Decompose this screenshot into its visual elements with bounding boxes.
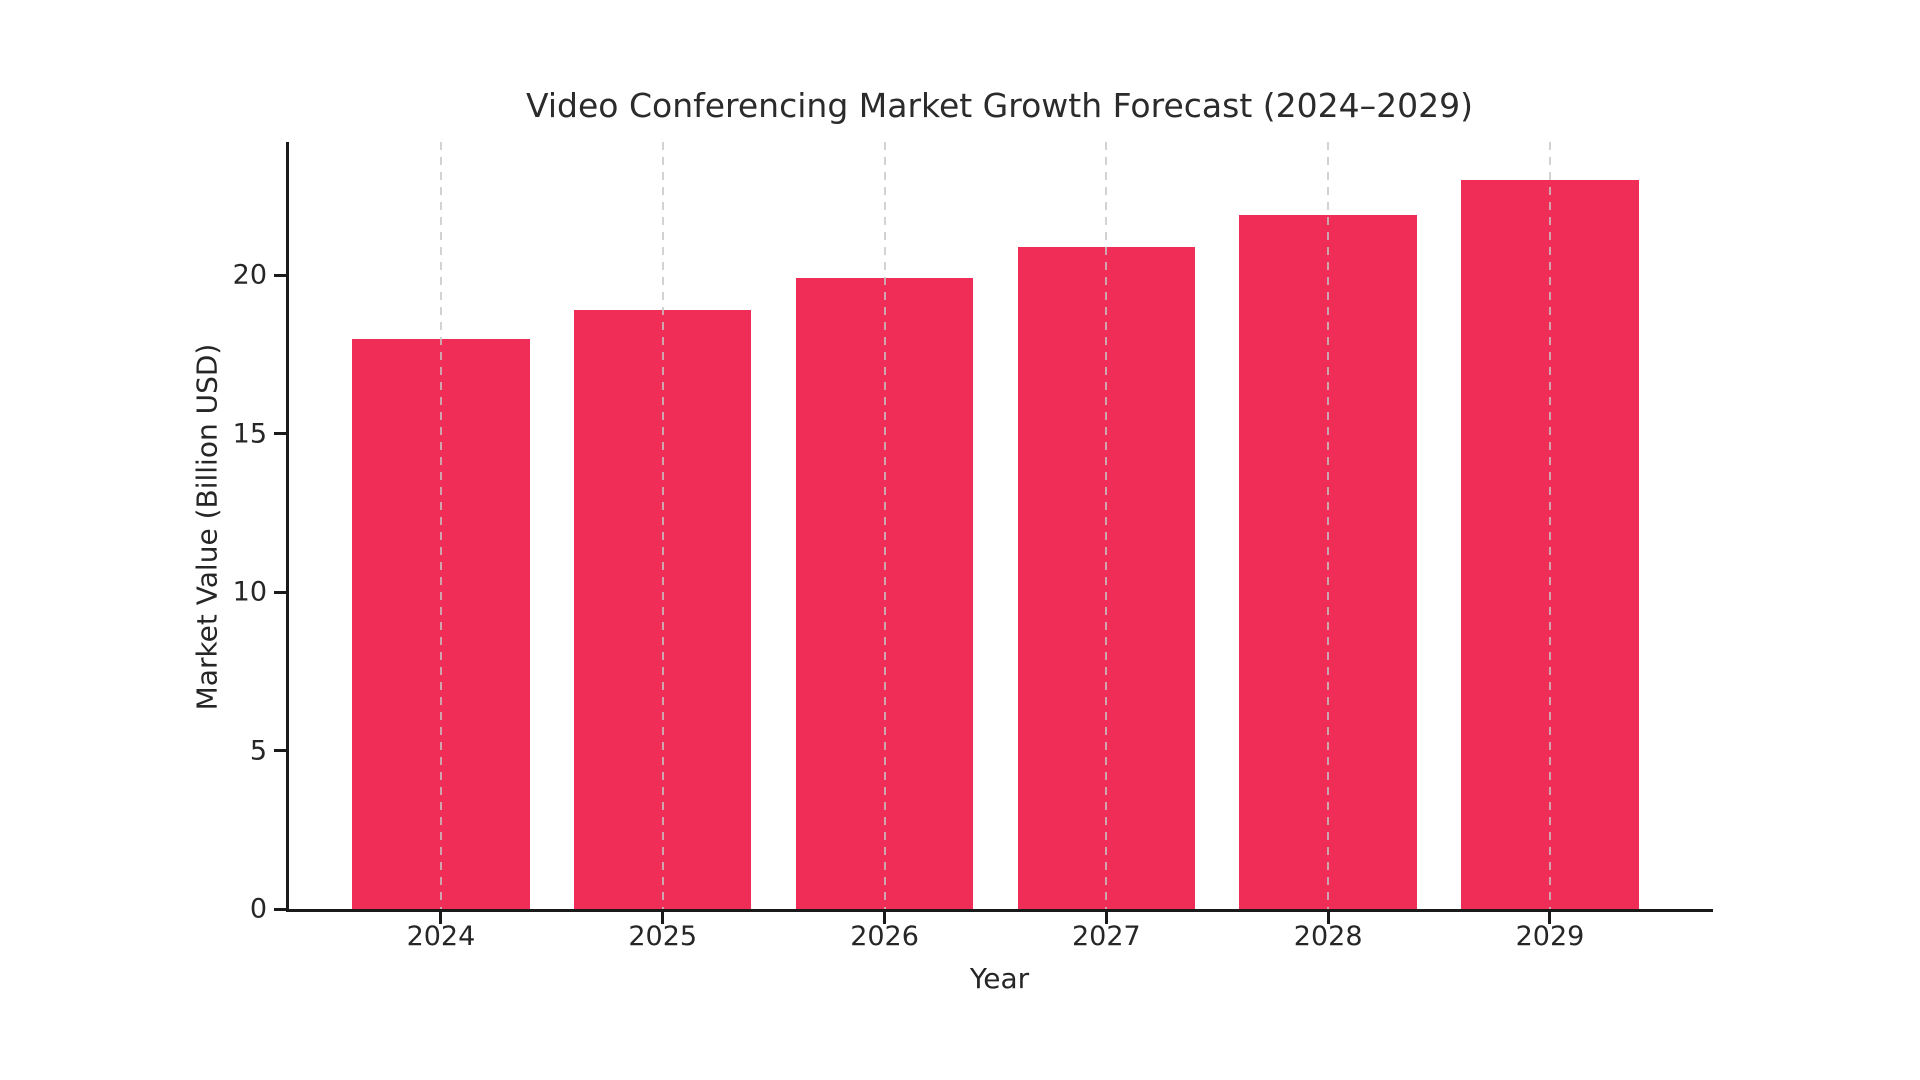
x-tick-2025 [661, 912, 665, 924]
x-tick-2027 [1104, 912, 1108, 924]
x-tick-label-2027: 2027 [1071, 921, 1141, 952]
gridline-2027 [1105, 142, 1108, 909]
x-tick-label-2024: 2024 [406, 921, 476, 952]
y-tick-15 [274, 432, 286, 436]
x-tick-2026 [883, 912, 887, 924]
plot-area: 2024 2025 2026 2027 2028 2029 0 5 10 15 20 [233, 142, 1713, 952]
gridline-2028 [1327, 142, 1330, 909]
y-axis-label: Market Value (Billion USD) [190, 343, 224, 711]
y-tick-5 [274, 749, 286, 753]
y-tick-label-15: 15 [232, 418, 267, 450]
x-tick-2028 [1326, 912, 1330, 924]
x-tick-2029 [1548, 912, 1552, 924]
chart-title: Video Conferencing Market Growth Forecas… [526, 86, 1473, 125]
gridline-2029 [1548, 142, 1551, 909]
x-tick-label-2029: 2029 [1515, 921, 1585, 952]
y-tick-20 [274, 273, 286, 277]
x-tick-label-2026: 2026 [850, 921, 919, 952]
y-tick-label-10: 10 [232, 576, 267, 608]
x-tick-label-2025: 2025 [628, 921, 698, 952]
x-tick-2024 [439, 912, 443, 924]
y-tick-label-20: 20 [232, 259, 267, 291]
y-tick-0 [274, 907, 286, 911]
gridline-2024 [439, 142, 442, 909]
gridline-2025 [661, 142, 664, 909]
gridline-2026 [883, 142, 886, 909]
x-axis-label: Year [969, 962, 1030, 995]
y-tick-label-5: 5 [249, 735, 267, 767]
y-tick-10 [274, 590, 286, 594]
y-tick-label-0: 0 [249, 893, 267, 925]
x-tick-label-2028: 2028 [1293, 921, 1363, 952]
